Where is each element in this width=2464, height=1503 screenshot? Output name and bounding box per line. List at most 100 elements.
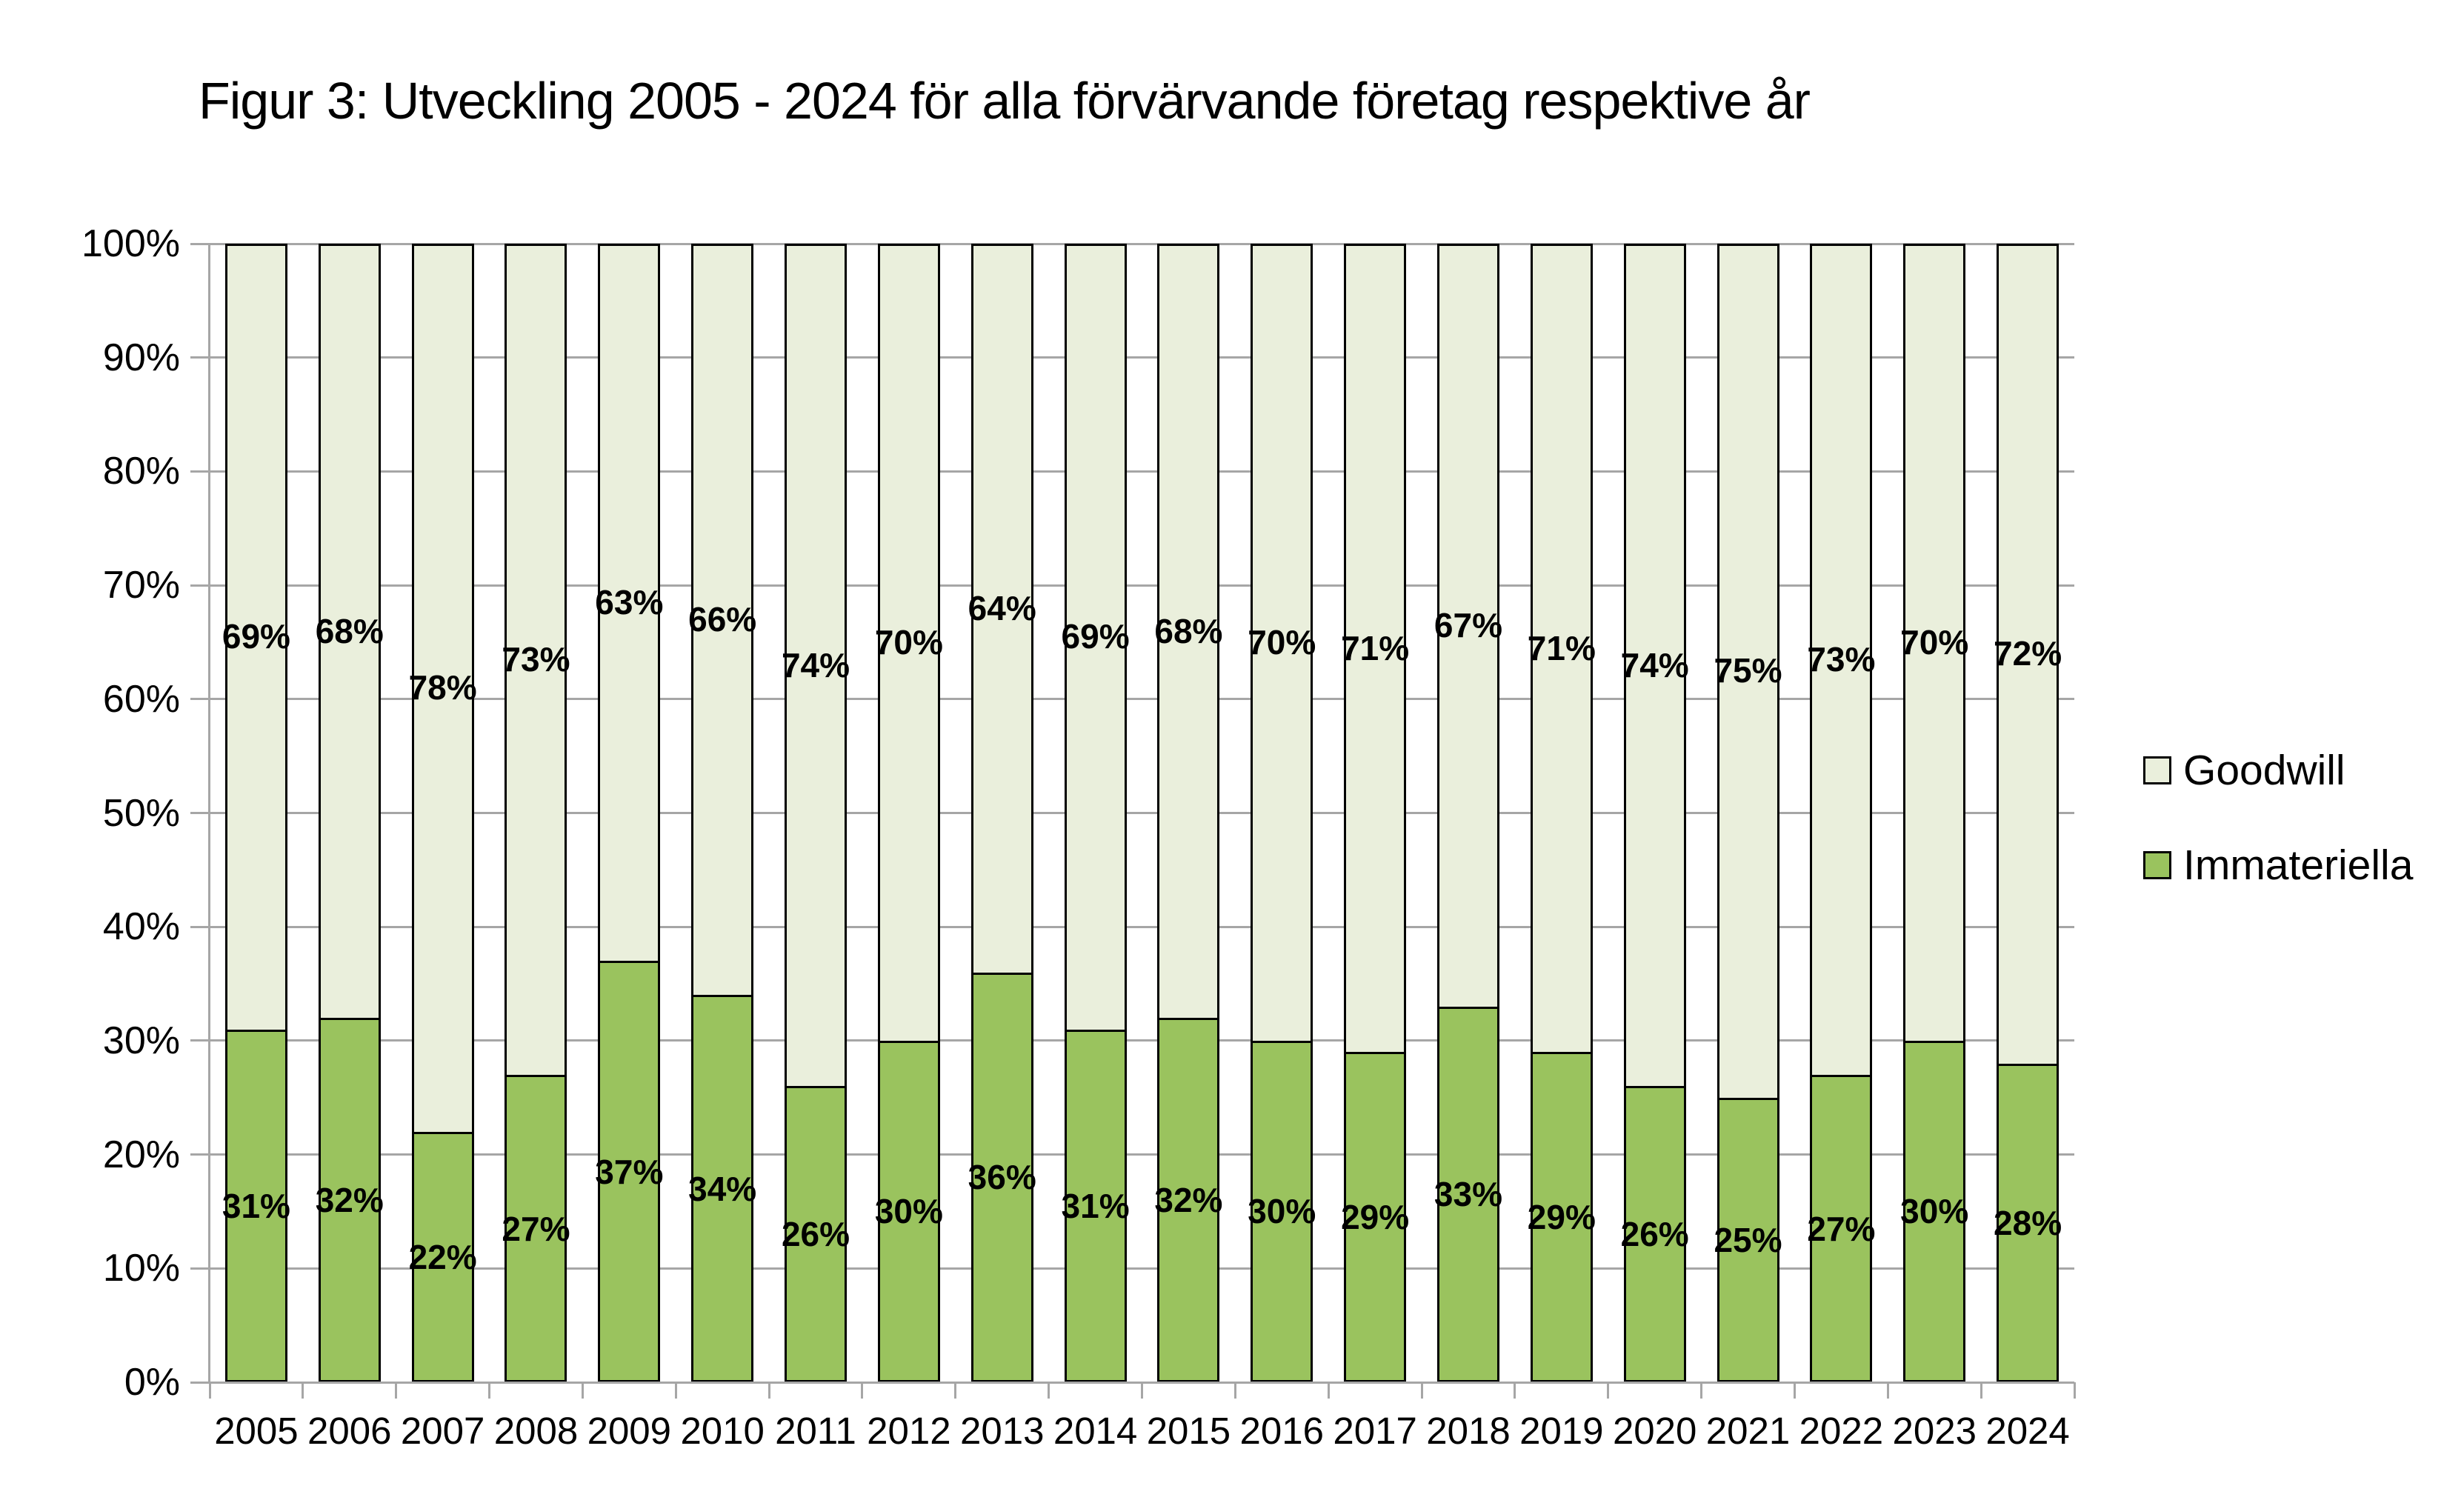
data-label-immateriella-2011: 26% <box>781 1215 850 1254</box>
gridline <box>210 584 2074 587</box>
y-axis-tick <box>190 356 210 359</box>
y-axis-tick <box>190 698 210 701</box>
y-axis-tick <box>190 925 210 928</box>
x-axis-tick <box>581 1382 584 1399</box>
y-tick-label: 0% <box>124 1361 180 1404</box>
x-tick-label-2005: 2005 <box>214 1410 299 1452</box>
data-label-goodwill-2007: 78% <box>408 668 477 707</box>
x-axis-tick <box>208 1382 211 1399</box>
bar-segment-immateriella-2019 <box>1530 1052 1593 1382</box>
bar-segment-goodwill-2020 <box>1623 244 1686 1089</box>
bar-segment-goodwill-2012 <box>877 244 940 1043</box>
data-label-immateriella-2019: 29% <box>1527 1198 1596 1237</box>
data-label-goodwill-2020: 74% <box>1620 645 1689 684</box>
y-axis-tick <box>190 1153 210 1156</box>
y-axis-tick <box>190 1039 210 1042</box>
data-label-immateriella-2020: 26% <box>1620 1215 1689 1254</box>
gridline <box>210 356 2074 359</box>
data-label-immateriella-2018: 33% <box>1434 1175 1503 1214</box>
bar-segment-immateriella-2008 <box>505 1075 567 1382</box>
data-label-immateriella-2008: 27% <box>502 1209 570 1248</box>
x-tick-label-2023: 2023 <box>1892 1410 1977 1452</box>
data-label-immateriella-2007: 22% <box>408 1237 477 1276</box>
bar-segment-immateriella-2021 <box>1717 1097 1779 1382</box>
data-label-goodwill-2010: 66% <box>688 600 757 639</box>
x-axis-tick <box>861 1382 864 1399</box>
legend-label-immateriella: Immateriella <box>2183 842 2414 889</box>
y-axis-tick <box>190 584 210 587</box>
chart-title: Figur 3: Utveckling 2005 - 2024 för alla… <box>199 72 1811 130</box>
data-label-goodwill-2008: 73% <box>502 640 570 679</box>
data-label-goodwill-2013: 64% <box>968 588 1036 627</box>
x-tick-label-2019: 2019 <box>1519 1410 1604 1452</box>
bar-segment-immateriella-2022 <box>1810 1075 1873 1382</box>
legend-swatch-goodwill <box>2143 756 2171 784</box>
data-label-goodwill-2011: 74% <box>781 645 850 684</box>
bar-segment-immateriella-2017 <box>1344 1052 1407 1382</box>
data-label-goodwill-2012: 70% <box>874 622 943 661</box>
x-axis-tick <box>954 1382 957 1399</box>
gridline <box>210 1039 2074 1042</box>
legend-item-goodwill: Goodwill <box>2143 748 2413 793</box>
data-label-goodwill-2019: 71% <box>1527 628 1596 667</box>
data-label-immateriella-2010: 34% <box>688 1169 757 1208</box>
y-tick-label: 10% <box>102 1247 180 1290</box>
x-axis-tick <box>1979 1382 1982 1399</box>
bar-segment-goodwill-2011 <box>785 244 848 1089</box>
bar-segment-immateriella-2009 <box>598 961 661 1382</box>
x-axis-tick <box>1700 1382 1703 1399</box>
plot-area: 69% 31% 68% 32% 78% 22% 73% 27% 63% 37% 66% 34% 74% 2… <box>210 242 2074 1382</box>
gridline <box>210 242 2074 245</box>
bar-segment-immateriella-2024 <box>1997 1063 2060 1382</box>
legend-item-immateriella: Immateriella <box>2143 843 2413 887</box>
bar-segment-immateriella-2007 <box>411 1131 474 1382</box>
x-tick-label-2021: 2021 <box>1705 1410 1791 1452</box>
y-tick-label: 40% <box>102 905 180 949</box>
gridline <box>210 812 2074 814</box>
x-axis-tick <box>1793 1382 1796 1399</box>
data-label-immateriella-2021: 25% <box>1714 1220 1782 1259</box>
data-label-immateriella-2023: 30% <box>1900 1192 1969 1231</box>
y-axis-tick <box>190 470 210 473</box>
x-tick-label-2012: 2012 <box>867 1410 951 1452</box>
gridline <box>210 698 2074 701</box>
bar-segment-goodwill-2005 <box>224 244 287 1032</box>
data-label-goodwill-2017: 71% <box>1341 628 1410 667</box>
x-tick-label-2015: 2015 <box>1146 1410 1231 1452</box>
bar-segment-immateriella-2016 <box>1251 1040 1313 1382</box>
data-label-goodwill-2024: 72% <box>1994 634 2062 673</box>
data-label-immateriella-2022: 27% <box>1807 1209 1876 1248</box>
bar-segment-immateriella-2015 <box>1157 1018 1220 1382</box>
y-tick-label: 60% <box>102 677 180 721</box>
bar-segment-goodwill-2022 <box>1810 244 1873 1077</box>
data-label-immateriella-2005: 31% <box>222 1186 290 1225</box>
x-tick-label-2016: 2016 <box>1239 1410 1324 1452</box>
y-tick-label: 100% <box>81 222 180 265</box>
x-tick-label-2007: 2007 <box>400 1410 485 1452</box>
data-label-goodwill-2015: 68% <box>1154 611 1223 650</box>
bar-segment-goodwill-2024 <box>1997 244 2060 1066</box>
data-label-immateriella-2012: 30% <box>874 1192 943 1231</box>
x-axis-tick <box>1141 1382 1143 1399</box>
bar-segment-immateriella-2014 <box>1064 1029 1127 1382</box>
x-axis-tick <box>1233 1382 1236 1399</box>
bar-segment-goodwill-2021 <box>1717 244 1779 1100</box>
x-tick-label-2017: 2017 <box>1333 1410 1417 1452</box>
x-tick-label-2011: 2011 <box>775 1410 856 1452</box>
bar-segment-immateriella-2006 <box>318 1018 381 1382</box>
bar-segment-goodwill-2023 <box>1903 244 1966 1043</box>
data-label-goodwill-2005: 69% <box>222 617 290 656</box>
x-tick-label-2009: 2009 <box>587 1410 672 1452</box>
data-label-immateriella-2013: 36% <box>968 1158 1036 1197</box>
bar-segment-goodwill-2008 <box>505 244 567 1077</box>
x-axis-tick <box>1048 1382 1050 1399</box>
gridline <box>210 1267 2074 1270</box>
bar-segment-immateriella-2018 <box>1436 1006 1499 1382</box>
x-axis-line <box>190 1381 2074 1384</box>
data-label-goodwill-2021: 75% <box>1714 651 1782 690</box>
y-tick-label: 70% <box>102 564 180 607</box>
x-tick-label-2014: 2014 <box>1053 1410 1138 1452</box>
bar-segment-goodwill-2018 <box>1436 244 1499 1009</box>
x-tick-label-2010: 2010 <box>680 1410 765 1452</box>
